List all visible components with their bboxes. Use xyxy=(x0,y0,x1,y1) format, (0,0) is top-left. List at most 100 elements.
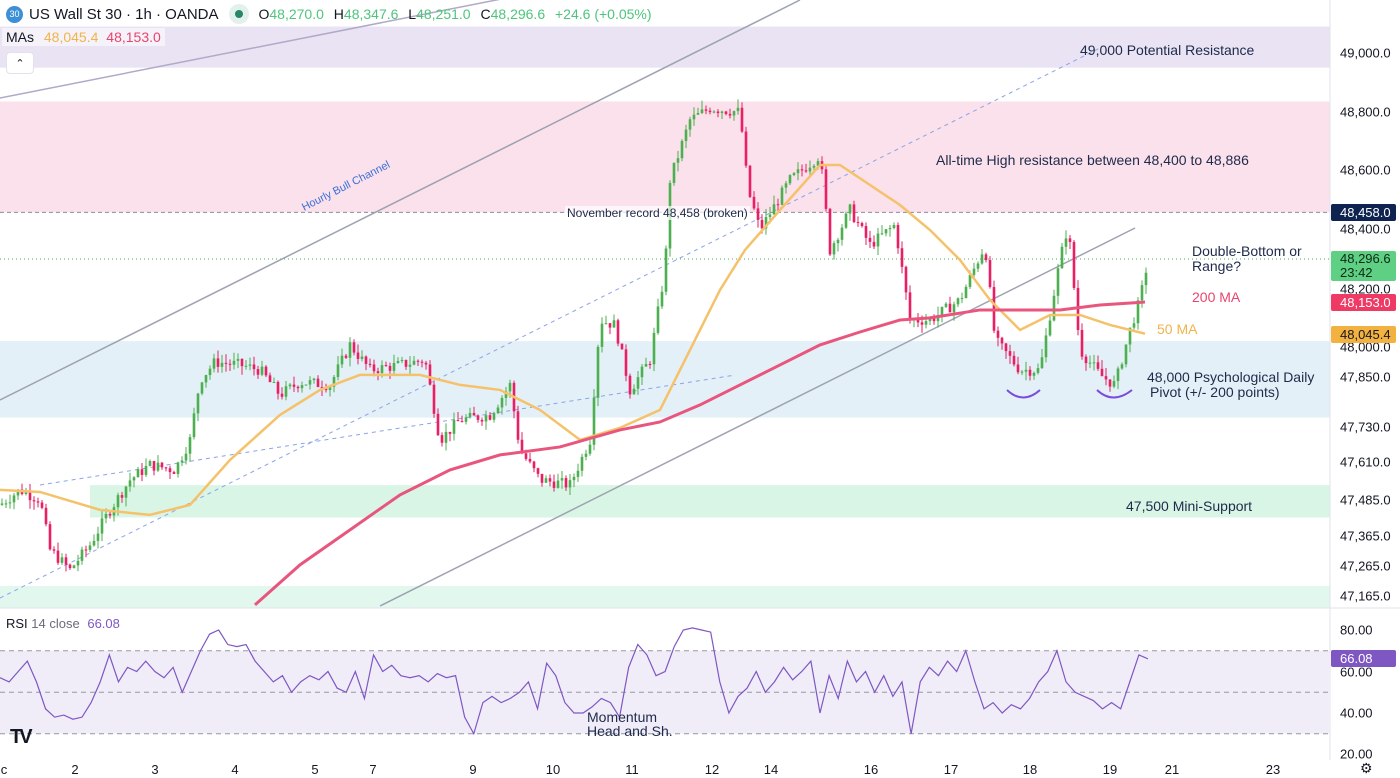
candle-body xyxy=(764,217,768,229)
candle-body xyxy=(1020,371,1024,373)
candle-body xyxy=(416,360,420,362)
candle-body xyxy=(576,470,580,477)
market-status-icon[interactable] xyxy=(228,4,249,24)
candle-body xyxy=(640,366,644,378)
candle-body xyxy=(468,412,472,418)
candle-body xyxy=(612,320,616,328)
candle-body xyxy=(184,453,188,461)
candle-body xyxy=(520,439,524,454)
time-tick: 17 xyxy=(943,762,959,777)
candle-body xyxy=(816,161,820,166)
ma50-price-tag: 48,045.4 xyxy=(1331,326,1396,343)
candle-body xyxy=(784,183,788,188)
candle-body xyxy=(604,323,608,325)
candle-body xyxy=(1052,295,1056,321)
candle-body xyxy=(36,501,40,503)
candle-body xyxy=(132,477,136,481)
candle-body xyxy=(248,364,252,366)
time-tick: 9 xyxy=(469,762,477,777)
candle-body xyxy=(452,420,456,434)
gear-icon[interactable]: ⚙ xyxy=(1360,760,1373,776)
candle-body xyxy=(712,111,716,113)
candle-body xyxy=(124,486,128,498)
candle-body xyxy=(244,365,248,367)
candle-body xyxy=(644,363,648,367)
candle-body xyxy=(536,468,540,474)
annotation-ath-resistance: All-time High resistance between 48,400 … xyxy=(936,152,1249,168)
candle-body xyxy=(848,204,852,214)
candle-body xyxy=(60,557,64,563)
candle-body xyxy=(944,303,948,307)
candle-body xyxy=(804,170,808,172)
open-label: O xyxy=(258,6,270,22)
candle-body xyxy=(196,393,200,414)
candle-body xyxy=(796,169,800,174)
time-tick: 12 xyxy=(704,762,720,777)
time-tick: c xyxy=(0,762,8,777)
candle-body xyxy=(708,110,712,113)
close-value: 48,296.6 xyxy=(490,6,546,22)
candle-body xyxy=(200,382,204,394)
candle-body xyxy=(1032,372,1036,376)
chevron-up-icon[interactable]: ⌃ xyxy=(6,52,34,74)
symbol-title[interactable]: US Wall St 30 · 1h · OANDA xyxy=(29,5,219,23)
candle-body xyxy=(704,109,708,111)
tradingview-logo[interactable]: TV xyxy=(10,726,32,748)
candle-body xyxy=(996,330,1000,338)
candle-body xyxy=(504,391,508,398)
candle-body xyxy=(4,503,8,505)
candle-body xyxy=(892,224,896,229)
candle-body xyxy=(588,444,592,454)
price-tick: 48,600.0 xyxy=(1340,162,1391,178)
candle-body xyxy=(716,111,720,113)
candle-body xyxy=(852,204,856,223)
candle-body xyxy=(396,360,400,363)
candle-body xyxy=(684,129,688,141)
last-price-tag: 48,296.6 23:42 xyxy=(1331,251,1396,281)
open-value: 48,270.0 xyxy=(269,6,324,22)
candle-body xyxy=(1144,272,1148,286)
candle-body xyxy=(932,318,936,322)
candle-body xyxy=(840,227,844,240)
candle-body xyxy=(252,364,256,370)
candle-body xyxy=(152,461,156,471)
candle-body xyxy=(292,384,296,387)
candle-body xyxy=(176,462,180,474)
candle-body xyxy=(508,382,512,392)
candle-body xyxy=(976,263,980,269)
candle-body xyxy=(1140,285,1144,301)
candle-body xyxy=(116,495,120,508)
candle-body xyxy=(856,222,860,224)
candle-body xyxy=(32,500,36,502)
candle-body xyxy=(948,303,952,313)
zone-1 xyxy=(0,101,1330,213)
candle-body xyxy=(164,467,168,469)
candle-body xyxy=(592,397,596,445)
candle-body xyxy=(312,378,316,381)
candle-body xyxy=(756,208,760,220)
candle-body xyxy=(108,513,112,516)
time-tick: 2 xyxy=(71,762,79,777)
symbol-badge[interactable]: 30 xyxy=(6,5,23,23)
candle-body xyxy=(268,375,272,383)
ma50-value: 48,045.4 xyxy=(43,29,99,45)
candle-body xyxy=(236,358,240,361)
candle-body xyxy=(40,502,44,508)
candle-body xyxy=(336,364,340,378)
candle-body xyxy=(80,549,84,561)
candle-body xyxy=(372,364,376,372)
candle-body xyxy=(496,407,500,414)
candle-body xyxy=(1000,337,1004,344)
ma-legend[interactable]: MAs 48,045.4 48,153.0 xyxy=(2,28,165,46)
candle-body xyxy=(1064,238,1068,247)
candle-body xyxy=(68,564,72,569)
time-tick: 7 xyxy=(369,762,377,777)
time-tick: 19 xyxy=(1102,762,1118,777)
candle-body xyxy=(632,388,636,395)
candle-body xyxy=(56,550,60,563)
price-tick: 47,365.0 xyxy=(1340,528,1391,544)
candle-body xyxy=(52,549,56,551)
rsi-legend[interactable]: RSI 14 close 66.08 xyxy=(6,616,120,631)
candle-body xyxy=(680,140,684,159)
